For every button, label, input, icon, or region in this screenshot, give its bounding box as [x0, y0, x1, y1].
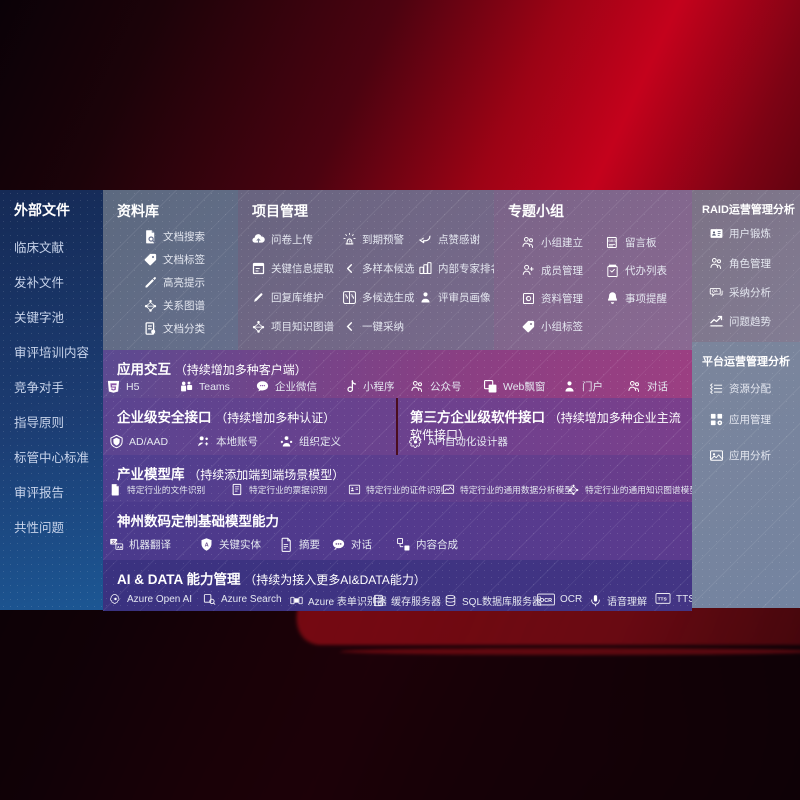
svg-text:QA: QA [712, 288, 718, 293]
svg-text:TTS: TTS [658, 597, 668, 603]
svg-text:OCR: OCR [540, 598, 552, 604]
svg-text:A: A [205, 543, 209, 549]
svg-text:BBS: BBS [608, 239, 616, 243]
svg-text:AA: AA [117, 545, 123, 549]
